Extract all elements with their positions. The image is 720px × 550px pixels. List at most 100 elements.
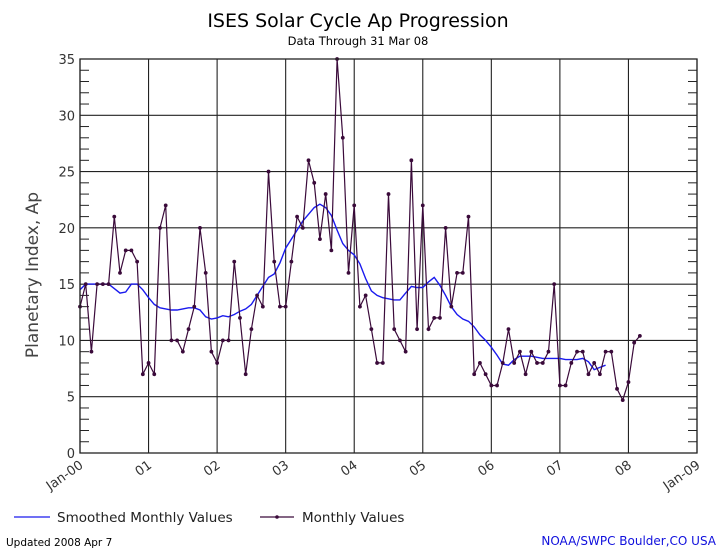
monthly-point <box>146 361 151 365</box>
monthly-point <box>409 158 414 163</box>
monthly-point <box>260 304 265 309</box>
monthly-point <box>398 338 402 343</box>
monthly-point <box>323 192 328 196</box>
chart-title: ISES Solar Cycle Ap Progression <box>207 10 508 32</box>
monthly-point <box>243 372 248 377</box>
y-tick-label: 30 <box>58 109 75 124</box>
monthly-point <box>557 383 562 388</box>
monthly-point <box>318 237 322 242</box>
monthly-point <box>249 327 254 332</box>
x-tick-label: 05 <box>407 458 429 480</box>
x-tick-label: 03 <box>270 458 292 480</box>
monthly-point <box>449 304 454 309</box>
monthly-point <box>340 135 345 140</box>
monthly-point <box>358 304 362 309</box>
monthly-point <box>369 327 374 332</box>
monthly-point <box>466 214 471 219</box>
y-tick-label: 25 <box>58 166 75 181</box>
credit-text: NOAA/SWPC Boulder,CO USA <box>541 534 716 548</box>
monthly-point <box>346 270 351 275</box>
monthly-point <box>546 349 551 354</box>
x-tick-label: 07 <box>544 458 566 480</box>
y-tick-label: 5 <box>67 391 75 406</box>
monthly-point <box>552 282 557 287</box>
monthly-point <box>238 316 242 320</box>
legend-monthly-marker <box>275 515 279 519</box>
legend-smoothed-label: Smoothed Monthly Values <box>57 510 233 526</box>
monthly-point <box>603 349 608 354</box>
y-tick-label: 15 <box>58 278 75 293</box>
monthly-point <box>232 259 237 264</box>
monthly-point <box>95 282 100 287</box>
monthly-point <box>306 158 311 163</box>
monthly-point <box>209 349 214 354</box>
monthly-point <box>455 270 459 275</box>
monthly-point <box>180 349 185 354</box>
monthly-point <box>375 361 379 365</box>
monthly-point <box>626 380 631 384</box>
y-tick-labels: 0 5 10 15 20 25 30 35 <box>58 53 75 462</box>
monthly-point <box>220 338 225 343</box>
monthly-point <box>129 248 134 253</box>
axis-ticks <box>80 69 697 443</box>
monthly-point <box>392 327 397 332</box>
monthly-point <box>215 361 220 365</box>
monthly-point <box>295 214 299 219</box>
legend-monthly-label: Monthly Values <box>302 510 404 526</box>
monthly-point <box>386 192 391 196</box>
smoothed-line <box>79 203 606 371</box>
legend: Smoothed Monthly Values Monthly Values <box>14 510 404 526</box>
x-tick-label: Jan-09 <box>660 458 703 495</box>
monthly-point <box>500 361 505 365</box>
monthly-point <box>478 361 482 365</box>
monthly-point <box>460 270 465 275</box>
monthly-point <box>483 372 488 377</box>
grid-lines <box>79 58 698 454</box>
monthly-point <box>569 361 574 365</box>
monthly-point <box>620 398 625 402</box>
monthly-point <box>575 349 579 354</box>
monthly-point <box>637 334 642 338</box>
monthly-series <box>78 57 642 402</box>
monthly-point <box>523 372 528 377</box>
x-tick-labels: Jan-00 01 02 03 04 05 06 07 08 Jan-09 <box>43 458 703 495</box>
monthly-point <box>163 203 168 208</box>
monthly-point <box>203 270 208 275</box>
monthly-point <box>529 349 534 354</box>
monthly-point <box>272 259 277 264</box>
x-tick-label: 02 <box>201 458 223 480</box>
monthly-point <box>506 327 511 332</box>
monthly-point <box>403 349 408 354</box>
monthly-point <box>329 248 334 253</box>
monthly-point <box>226 338 231 343</box>
monthly-point <box>83 282 88 287</box>
smoothed-series <box>79 203 606 371</box>
monthly-point <box>283 304 288 309</box>
monthly-point <box>495 383 499 388</box>
monthly-point <box>89 349 94 354</box>
monthly-point <box>517 349 522 354</box>
monthly-point <box>169 338 174 343</box>
y-axis-label: Planetary Index, Ap <box>23 192 43 358</box>
monthly-point <box>489 383 494 388</box>
monthly-point <box>123 248 128 253</box>
x-tick-label: Jan-00 <box>43 458 86 495</box>
monthly-point <box>192 304 197 309</box>
monthly-point <box>609 349 614 354</box>
monthly-point <box>363 293 368 298</box>
monthly-point <box>135 259 140 264</box>
monthly-point <box>563 383 568 388</box>
monthly-point <box>472 372 477 377</box>
monthly-point <box>512 361 517 365</box>
monthly-point <box>158 225 162 230</box>
monthly-point <box>415 327 419 332</box>
monthly-point <box>289 259 294 264</box>
y-tick-label: 35 <box>58 53 75 68</box>
monthly-point <box>266 169 271 174</box>
monthly-point <box>380 361 385 365</box>
monthly-point <box>540 361 545 365</box>
y-tick-label: 10 <box>58 334 75 349</box>
monthly-point <box>432 316 437 320</box>
y-tick-label: 0 <box>67 447 75 462</box>
monthly-point <box>426 327 431 332</box>
